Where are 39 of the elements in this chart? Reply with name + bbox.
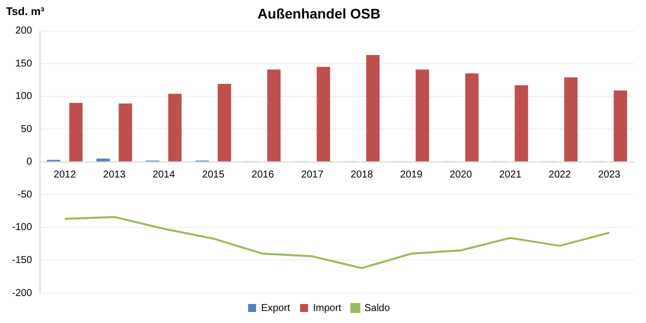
chart-title: Außenhandel OSB	[258, 5, 380, 22]
x-tick-label: 2023	[598, 170, 621, 181]
bar	[218, 84, 232, 162]
x-tick-label: 2020	[450, 170, 472, 181]
x-tick-label: 2012	[54, 170, 76, 181]
bar	[118, 104, 132, 162]
x-tick-label: 2015	[202, 170, 225, 181]
legend-label: Import	[312, 302, 342, 314]
x-tick-label: 2013	[103, 170, 126, 181]
x-tick-label: 2017	[301, 170, 324, 181]
bar	[366, 55, 380, 162]
bar	[267, 69, 281, 162]
legend-label: Saldo	[364, 302, 390, 314]
x-tick-label: 2019	[400, 170, 423, 181]
bar	[465, 73, 479, 162]
bar	[69, 102, 83, 162]
y-tick-label: 0	[26, 156, 32, 168]
bar	[514, 85, 528, 162]
x-tick-label: 2014	[152, 170, 176, 181]
bar	[316, 66, 330, 162]
bar	[614, 90, 628, 162]
x-tick-label: 2018	[350, 170, 374, 181]
y-tick-label: -100	[12, 222, 32, 234]
bar	[564, 77, 578, 162]
y-tick-label: -150	[12, 254, 32, 266]
bar	[416, 69, 430, 162]
x-tick-label: 2016	[252, 170, 274, 181]
y-axis-title: Tsd. m³	[6, 6, 45, 18]
y-tick-label: 100	[15, 91, 32, 102]
bar	[168, 94, 182, 162]
legend-label: Export	[261, 302, 290, 314]
x-tick-label: 2021	[499, 170, 522, 181]
x-tick-label: 2022	[548, 170, 572, 181]
y-tick-label: 50	[20, 124, 32, 135]
y-tick-label: -50	[18, 189, 32, 200]
bar	[96, 158, 110, 162]
y-tick-label: 200	[15, 26, 32, 37]
y-tick-label: -200	[12, 288, 32, 299]
y-tick-label: 150	[15, 58, 32, 70]
